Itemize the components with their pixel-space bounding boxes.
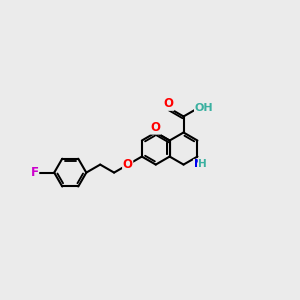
Text: O: O xyxy=(123,158,133,171)
Text: F: F xyxy=(31,166,39,179)
Text: OH: OH xyxy=(194,103,213,113)
Text: H: H xyxy=(198,159,207,170)
Text: O: O xyxy=(164,97,174,110)
Text: N: N xyxy=(194,159,203,170)
Text: O: O xyxy=(151,121,161,134)
